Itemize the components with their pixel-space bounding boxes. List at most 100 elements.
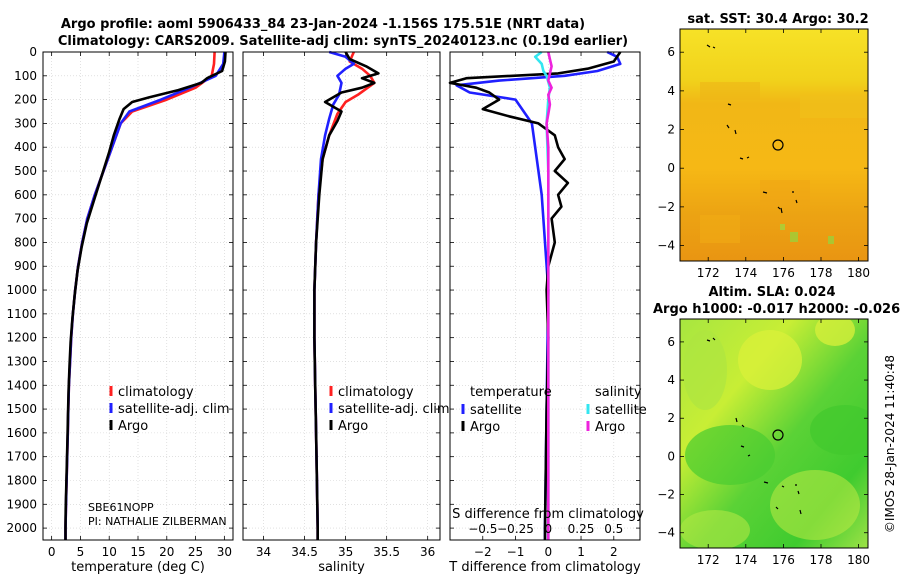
x-tick-label: 15 [130,545,145,559]
x-tick-label: 2 [610,545,618,559]
legend-label: satellite-adj. clim [338,402,450,417]
series-climatology [313,51,376,540]
x-axis-label: temperature (deg C) [71,560,205,575]
s-tick-label: −0.5 [468,522,497,536]
sla-islands [706,337,802,515]
x-tick-label: 0 [48,545,56,559]
y-tick-label: 1700 [6,450,37,464]
x-tick-label: 34.5 [291,545,318,559]
map-x-tick-label: 176 [772,553,795,567]
y-tick-label: 1400 [6,378,37,392]
legend: climatology satellite-adj. clim Argo [109,385,230,434]
map-y-tick-label: 6 [667,335,675,349]
legend-label: satellite-adj. clim [118,402,230,417]
legend-heading-salinity: salinity [595,385,642,400]
y-tick-label: 1600 [6,426,37,440]
x-tick-label: 0 [544,545,552,559]
legend-label: Argo [595,420,625,435]
s-axis-label: S difference from climatology [452,507,644,522]
axes-frame [242,51,441,541]
sla-map-panel: 172 174 176 178 180 −4 −2 0 2 4 6 [657,318,870,567]
y-tick-label: 1100 [6,307,37,321]
axes-frame [449,51,641,541]
legend-label: satellite [470,403,522,418]
y-tick-label: 500 [14,164,37,178]
x-tick-label: 1 [577,545,585,559]
sst-islands [706,44,798,214]
y-tick-label: 1000 [6,283,37,297]
series-argo [64,51,227,540]
argo-float-marker-sla [772,429,784,441]
map-y-tick-label: −4 [657,526,675,540]
map-y-tick-label: −2 [657,488,675,502]
s-tick-label: 0.25 [568,522,595,536]
y-tick-label: 1500 [6,402,37,416]
profile-panel-temperature: 0 5 10 15 20 25 300100200300400500600700800900… [6,45,234,575]
x-tick-label: 34 [256,545,271,559]
map-x-tick-label: 174 [734,553,757,567]
y-tick-label: 400 [14,140,37,154]
x-axis-label: T difference from climatology [448,560,641,575]
x-axis-label: salinity [318,560,365,575]
map-y-tick-label: −4 [657,239,675,253]
legend-heading-temperature: temperature [470,385,552,400]
profile-panel-differences: −2 −1 0 1 2T difference from climatology temp… [448,50,647,575]
legend: climatology satellite-adj. clim Argo [329,385,450,434]
y-tick-label: 300 [14,116,37,130]
map-x-tick-label: 180 [847,553,870,567]
x-tick-label: −2 [474,545,492,559]
climatology-subtitle: Climatology: CARS2009. Satellite-adj cli… [58,34,628,49]
float-id-annotation: SBE61NOPP [88,501,154,514]
sla-map-title: Altim. SLA: 0.024 [709,285,836,300]
series-satellite-adj-clim [64,51,226,540]
y-tick-label: 2000 [6,521,37,535]
map-y-tick-label: 4 [667,373,675,387]
x-tick-label: 5 [77,545,85,559]
sla-blobs [680,319,868,548]
series-climatology [64,51,216,540]
legend-label: climatology [118,385,194,400]
x-tick-label: 25 [188,545,203,559]
map-x-tick-label: 180 [847,266,870,280]
grid [43,51,233,540]
sla-map-subtitle: Argo h1000: -0.017 h2000: -0.026 [653,302,900,317]
map-y-tick-label: 0 [667,449,675,463]
sst-texture [700,82,868,244]
map-y-tick-label: 2 [667,123,675,137]
argo-float-marker [772,139,784,151]
map-y-tick-label: 4 [667,84,675,98]
map-x-tick-label: 178 [810,553,833,567]
s-tick-label: 0 [544,522,552,536]
legend-label: Argo [118,419,148,434]
y-tick-label: 800 [14,235,37,249]
map-y-tick-label: 6 [667,45,675,59]
y-tick-label: 600 [14,188,37,202]
map-y-tick-label: 2 [667,411,675,425]
map-y-tick-label: 0 [667,161,675,175]
x-tick-label: 10 [102,545,117,559]
sst-map-panel: 172 174 176 178 180 −4 −2 0 2 4 6 [657,28,870,280]
x-tick-label: 35.5 [373,545,400,559]
legend-label: satellite [595,403,647,418]
y-tick-label: 900 [14,259,37,273]
series-argo [313,51,380,540]
legend-label: climatology [338,385,414,400]
series-t-satellite [455,50,622,540]
y-tick-label: 1300 [6,354,37,368]
imos-watermark: ©IMOS 28-Jan-2024 11:40:48 [883,355,897,533]
axis-ticks [243,51,440,540]
sst-map-title: sat. SST: 30.4 Argo: 30.2 [687,12,868,27]
x-tick-label: 35 [338,545,353,559]
s-tick-label: 0.5 [604,522,623,536]
legend: temperature salinity satellite Argo satellit… [461,385,647,435]
legend-label: Argo [470,420,500,435]
pi-annotation: PI: NATHALIE ZILBERMAN [88,515,227,528]
x-tick-label: −1 [507,545,525,559]
y-tick-label: 200 [14,93,37,107]
y-tick-label: 1200 [6,331,37,345]
axes-frame [42,51,234,541]
map-y-tick-label: −2 [657,200,675,214]
x-tick-label: 36 [420,545,435,559]
map-x-tick-label: 178 [810,266,833,280]
